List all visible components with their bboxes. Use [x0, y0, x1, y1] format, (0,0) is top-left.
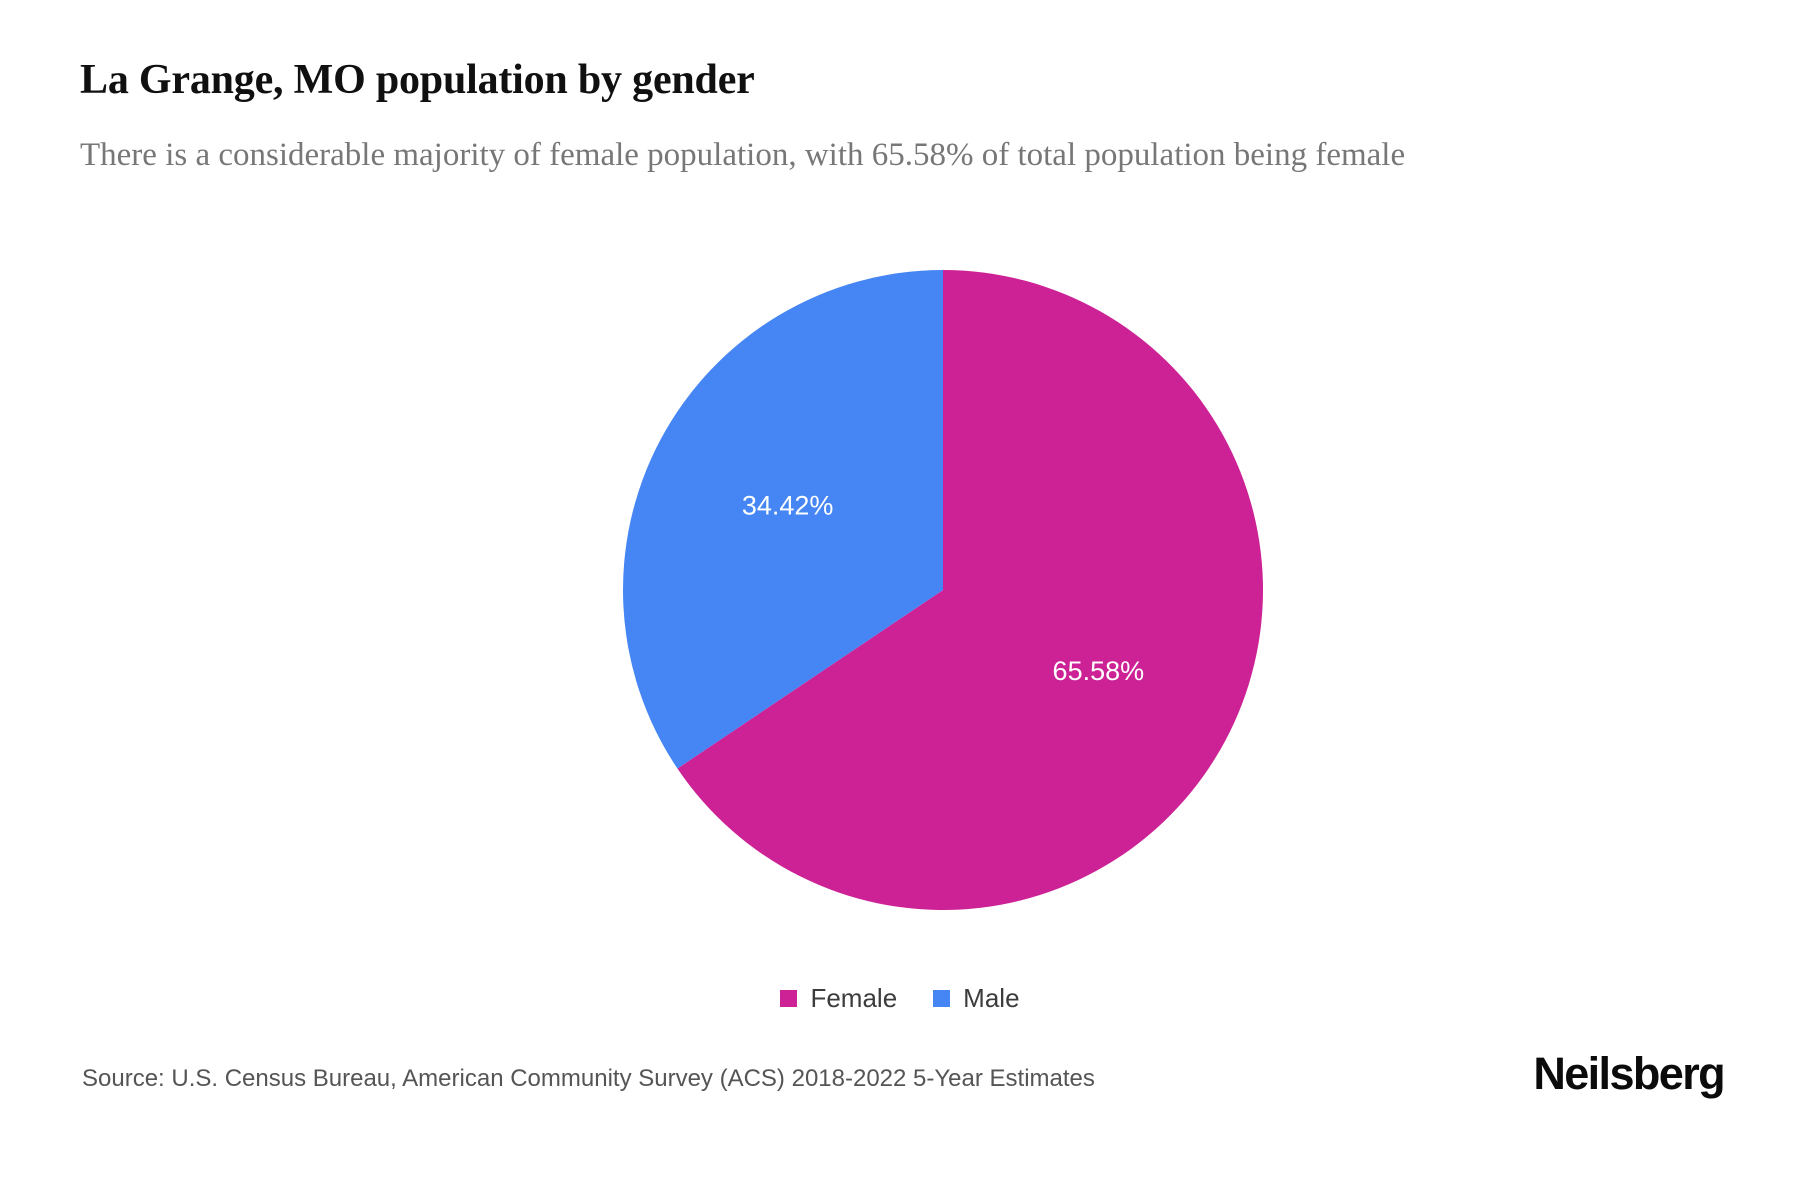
legend-label-female: Female	[810, 983, 898, 1013]
page-title: La Grange, MO population by gender	[80, 57, 755, 103]
legend-item-male[interactable]: Male	[933, 983, 1020, 1013]
chart-subtitle: There is a considerable majority of fema…	[80, 137, 1406, 173]
pie-slice-male[interactable]	[623, 270, 943, 769]
pie-slice-label-male: 34.42%	[742, 490, 834, 520]
pie-chart-svg: 65.58% 34.42%	[623, 270, 1263, 910]
legend-label-male: Male	[963, 983, 1020, 1013]
chart-legend: Female Male	[0, 985, 1800, 1011]
legend-item-female[interactable]: Female	[780, 985, 897, 1011]
legend-swatch-female-icon	[780, 989, 798, 1007]
brand-logo: Neilsberg	[1533, 1048, 1725, 1099]
source-note: Source: U.S. Census Bureau, American Com…	[82, 1065, 1095, 1092]
pie-chart: 65.58% 34.42%	[623, 270, 1263, 910]
pie-slice-label-female: 65.58%	[1053, 656, 1145, 686]
pie-slice-female[interactable]	[677, 270, 1263, 910]
legend-swatch-male-icon	[933, 989, 951, 1007]
